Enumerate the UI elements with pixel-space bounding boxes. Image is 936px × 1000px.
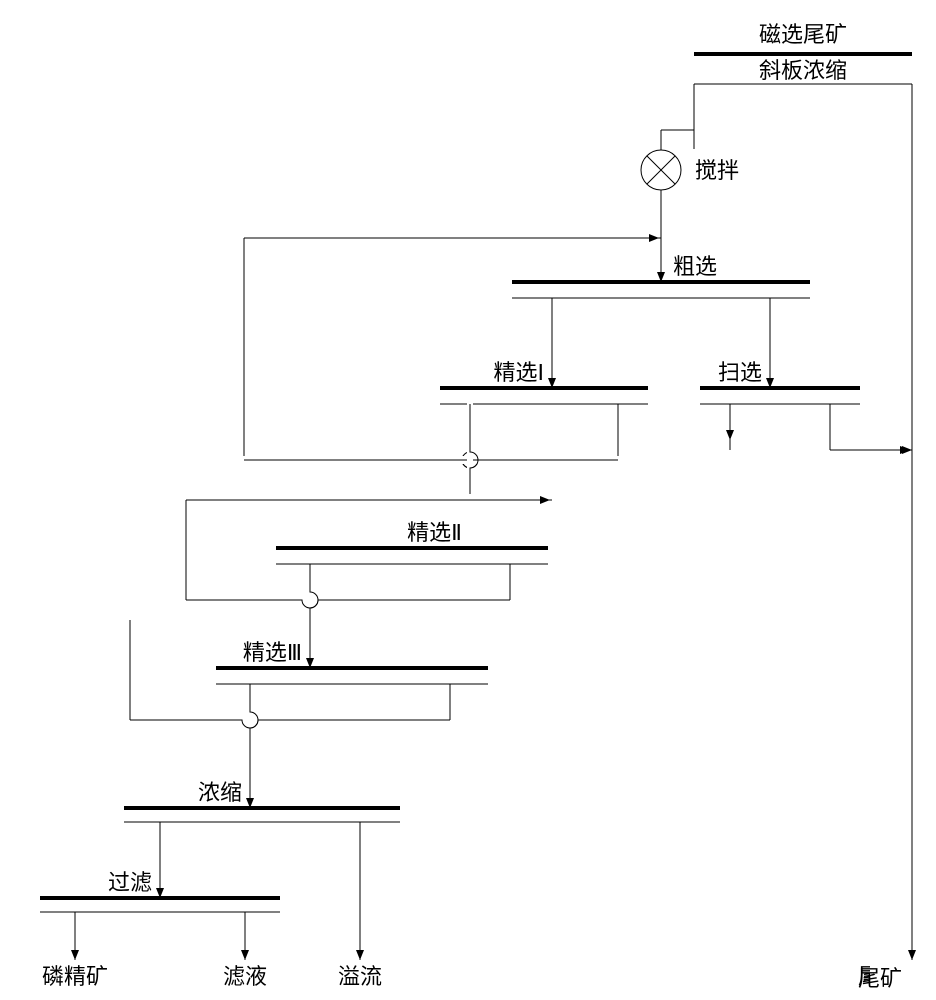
label-scavenge: 扫选 [718,360,762,385]
label-overflow: 溢流 [338,964,382,989]
flowchart-canvas: 磁选尾矿斜板浓缩搅拌粗选精选Ⅰ扫选尾矿尾矿精选Ⅱ精选Ⅱ精选Ⅲ浓缩溢流过滤磷精矿滤… [0,0,936,1000]
label-thickening: 斜板浓缩 [759,58,847,83]
label-product: 磷精矿 [42,964,108,989]
label-filter: 过滤 [108,870,152,895]
label-feed: 磁选尾矿 [759,22,847,47]
label-clean3: 精选Ⅲ [243,640,302,665]
label-rough: 粗选 [673,254,717,279]
label-concentrate: 浓缩 [198,780,242,805]
label-clean2b: 精选Ⅱ [407,520,462,545]
label-stir: 搅拌 [695,158,739,183]
label-tailings2: 尾矿 [858,966,902,991]
label-clean1: 精选Ⅰ [494,360,545,385]
label-filtrate: 滤液 [223,964,267,989]
